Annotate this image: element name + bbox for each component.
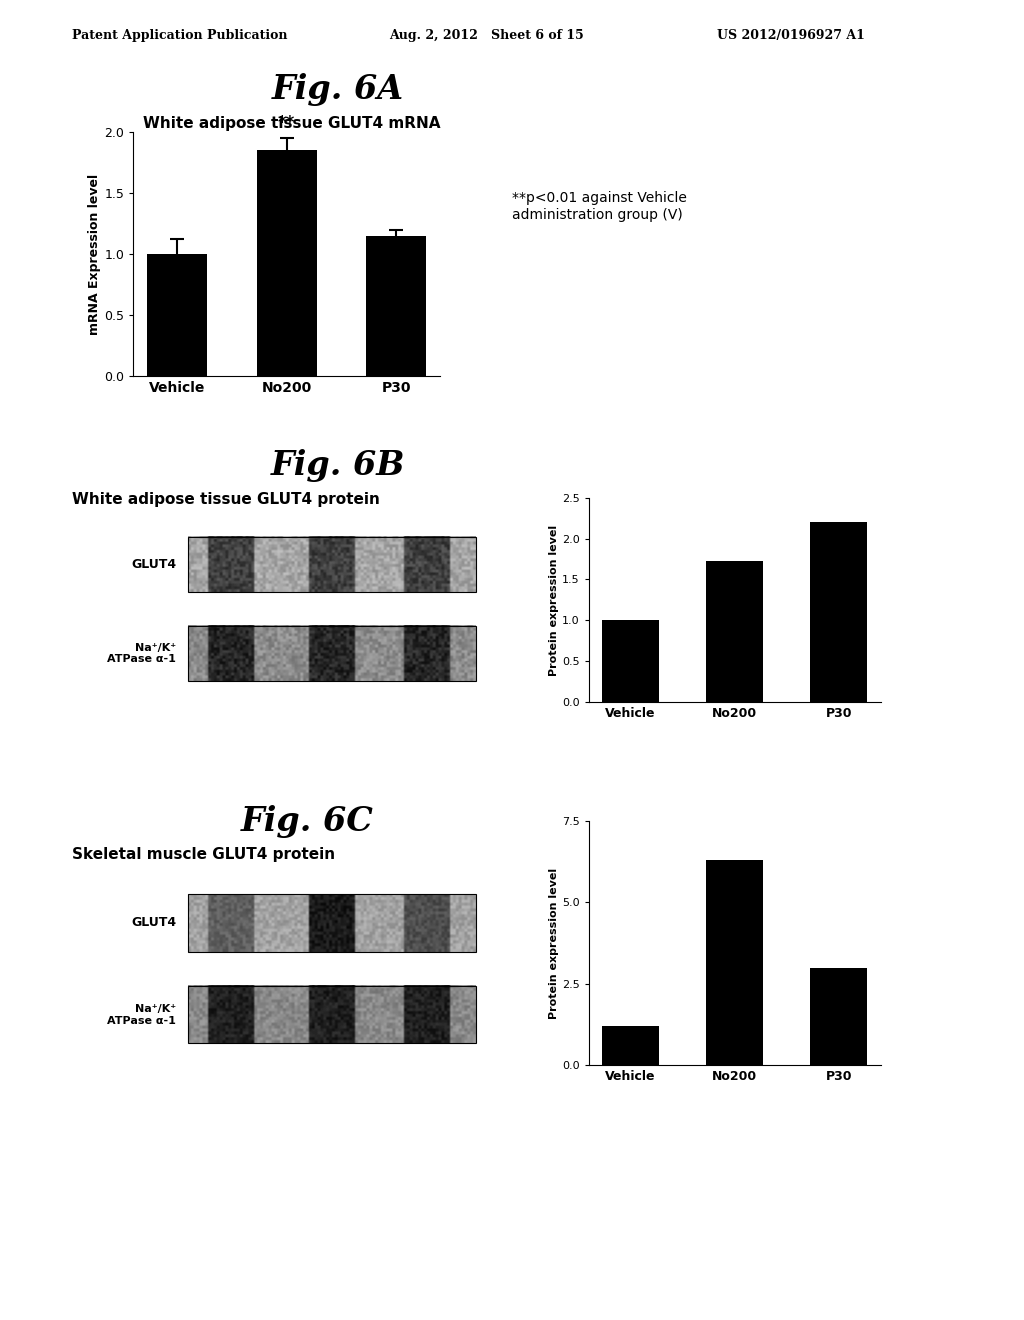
Text: Na⁺/K⁺
ATPase α-1: Na⁺/K⁺ ATPase α-1	[108, 1005, 176, 1026]
Text: GLUT4: GLUT4	[131, 558, 176, 572]
Bar	[147, 255, 207, 376]
Bar	[810, 968, 867, 1065]
Bar	[707, 861, 763, 1065]
Bar	[602, 620, 659, 702]
Text: GLUT4: GLUT4	[131, 916, 176, 929]
Text: **: **	[279, 114, 295, 132]
Y-axis label: mRNA Expression level: mRNA Expression level	[88, 173, 101, 335]
Bar	[367, 236, 426, 376]
Text: Fig. 6C: Fig. 6C	[241, 805, 374, 838]
Bar	[188, 537, 476, 593]
Bar	[707, 561, 763, 702]
Text: **p<0.01 against Vehicle
administration group (V): **p<0.01 against Vehicle administration …	[512, 191, 687, 222]
Text: Na⁺/K⁺
ATPase α-1: Na⁺/K⁺ ATPase α-1	[108, 643, 176, 664]
Text: White adipose tissue GLUT4 mRNA: White adipose tissue GLUT4 mRNA	[143, 116, 441, 131]
Y-axis label: Protein expression level: Protein expression level	[549, 867, 559, 1019]
Bar	[188, 894, 476, 952]
Bar	[810, 523, 867, 702]
Bar	[257, 150, 316, 376]
Y-axis label: Protein expression level: Protein expression level	[549, 524, 559, 676]
Bar	[188, 626, 476, 681]
Text: Skeletal muscle GLUT4 protein: Skeletal muscle GLUT4 protein	[72, 847, 335, 862]
Text: US 2012/0196927 A1: US 2012/0196927 A1	[717, 29, 864, 42]
Text: White adipose tissue GLUT4 protein: White adipose tissue GLUT4 protein	[72, 492, 380, 507]
Bar	[602, 1026, 659, 1065]
Text: Patent Application Publication: Patent Application Publication	[72, 29, 287, 42]
Text: Fig. 6B: Fig. 6B	[270, 449, 406, 482]
Text: Fig. 6A: Fig. 6A	[271, 73, 404, 106]
Bar	[188, 986, 476, 1043]
Text: Aug. 2, 2012   Sheet 6 of 15: Aug. 2, 2012 Sheet 6 of 15	[389, 29, 584, 42]
